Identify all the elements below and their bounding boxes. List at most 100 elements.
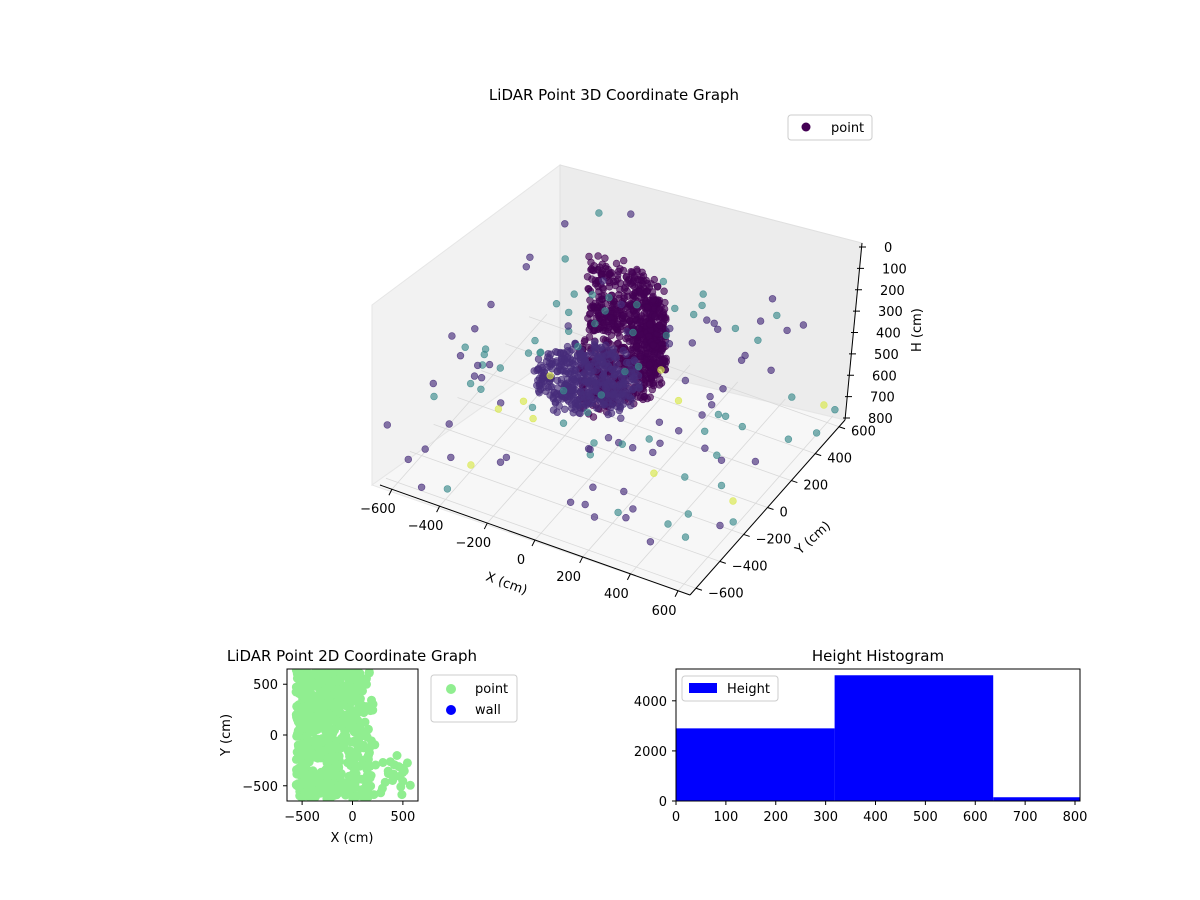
data-point-3d bbox=[547, 360, 556, 369]
data-point-2d bbox=[366, 771, 376, 780]
data-point-3d bbox=[599, 284, 607, 292]
data-point-3d bbox=[585, 252, 593, 261]
data-point-3d bbox=[598, 292, 606, 300]
data-point-3d bbox=[729, 497, 737, 505]
data-point-2d bbox=[345, 750, 355, 759]
data-point-3d bbox=[448, 332, 456, 340]
data-point-3d bbox=[756, 317, 765, 325]
data-point-3d bbox=[713, 325, 722, 333]
data-point-3d bbox=[616, 397, 625, 406]
data-point-3d bbox=[546, 372, 554, 380]
data-point-3d bbox=[586, 445, 594, 454]
data-point-3d bbox=[783, 326, 791, 335]
data-point-2d bbox=[334, 669, 344, 676]
data-point-3d bbox=[612, 259, 621, 268]
data-point-2d bbox=[298, 706, 308, 716]
data-point-3d bbox=[604, 410, 612, 419]
z-tick-label-3d: 700 bbox=[870, 391, 895, 406]
data-point-3d bbox=[586, 309, 595, 318]
chart-histogram: Height Histogram 0 100 200 300 400 500 600 700 8… bbox=[634, 647, 1088, 825]
x-tick-label-histogram: 400 bbox=[863, 810, 888, 825]
data-point-3d bbox=[731, 324, 740, 333]
data-point-3d bbox=[584, 389, 592, 397]
y-axis-label-2d: Y (cm) bbox=[219, 714, 234, 757]
data-point-2d bbox=[297, 671, 307, 681]
data-point-2d bbox=[321, 685, 331, 695]
data-point-3d bbox=[600, 400, 608, 409]
data-point-2d bbox=[323, 735, 333, 745]
data-point-2d bbox=[295, 678, 305, 688]
data-point-3d bbox=[799, 321, 808, 329]
data-point-2d bbox=[357, 774, 367, 784]
data-point-3d bbox=[564, 308, 573, 317]
data-point-3d bbox=[487, 300, 495, 309]
data-point-3d bbox=[583, 408, 592, 417]
data-point-2d bbox=[349, 759, 359, 769]
data-point-3d bbox=[767, 366, 775, 374]
data-point-3d bbox=[636, 393, 645, 402]
data-point-3d bbox=[467, 461, 475, 469]
data-point-2d bbox=[297, 793, 307, 801]
y-tick-label-3d: 600 bbox=[851, 425, 876, 440]
legend-3d: point bbox=[787, 114, 873, 141]
data-point-3d bbox=[656, 439, 664, 447]
data-point-2d bbox=[347, 673, 357, 683]
data-point-3d bbox=[633, 301, 641, 309]
data-point-3d bbox=[655, 418, 664, 426]
data-point-3d bbox=[443, 485, 452, 493]
data-point-2d bbox=[357, 680, 367, 690]
data-point-3d bbox=[601, 300, 610, 308]
data-point-3d bbox=[588, 275, 596, 283]
data-point-2d bbox=[306, 727, 316, 737]
data-point-3d bbox=[594, 361, 602, 369]
data-point-3d bbox=[619, 312, 628, 320]
data-point-3d bbox=[620, 487, 628, 496]
data-point-3d bbox=[617, 300, 625, 309]
data-point-3d bbox=[773, 311, 781, 320]
data-point-3d bbox=[658, 345, 666, 353]
data-point-3d bbox=[534, 355, 543, 363]
data-point-3d bbox=[655, 381, 664, 389]
legend-3d-label: point bbox=[831, 121, 864, 136]
data-point-2d bbox=[305, 789, 314, 799]
data-point-3d bbox=[671, 304, 679, 313]
data-point-3d bbox=[637, 293, 645, 302]
data-point-3d bbox=[631, 357, 639, 366]
data-point-3d bbox=[599, 277, 607, 285]
x-ticks-3d: −600 −400 −200 0 200 400 600 bbox=[360, 489, 679, 619]
data-point-3d bbox=[632, 310, 640, 318]
data-point-3d bbox=[594, 252, 602, 260]
data-point-3d bbox=[618, 440, 626, 448]
data-point-2d bbox=[307, 776, 316, 785]
data-point-3d bbox=[674, 427, 683, 435]
data-point-3d bbox=[820, 401, 828, 409]
x-tick-label-histogram: 200 bbox=[763, 810, 788, 825]
points-3d bbox=[383, 209, 839, 546]
y-tick-label-histogram: 4000 bbox=[634, 695, 667, 710]
data-point-3d bbox=[561, 220, 569, 228]
data-point-3d bbox=[768, 295, 777, 303]
data-point-3d bbox=[553, 368, 562, 376]
data-point-2d bbox=[316, 779, 326, 788]
grid-line bbox=[630, 398, 786, 575]
data-point-2d bbox=[369, 790, 379, 800]
data-point-3d bbox=[812, 429, 821, 437]
data-point-2d bbox=[324, 788, 334, 798]
data-point-3d bbox=[621, 367, 629, 376]
data-point-2d bbox=[346, 723, 356, 733]
data-point-2d bbox=[360, 717, 370, 727]
data-point-2d bbox=[362, 732, 372, 742]
data-point-3d bbox=[534, 387, 543, 395]
data-point-3d bbox=[600, 319, 608, 327]
data-point-3d bbox=[611, 281, 620, 290]
data-point-3d bbox=[703, 316, 711, 324]
data-point-3d bbox=[597, 343, 605, 351]
data-point-3d bbox=[628, 347, 636, 355]
data-point-3d bbox=[417, 483, 426, 491]
data-point-3d bbox=[700, 427, 709, 435]
data-point-2d bbox=[350, 773, 360, 783]
data-point-3d bbox=[573, 396, 581, 404]
data-point-3d bbox=[598, 270, 606, 279]
data-point-3d bbox=[699, 290, 707, 298]
data-point-2d bbox=[298, 739, 308, 749]
